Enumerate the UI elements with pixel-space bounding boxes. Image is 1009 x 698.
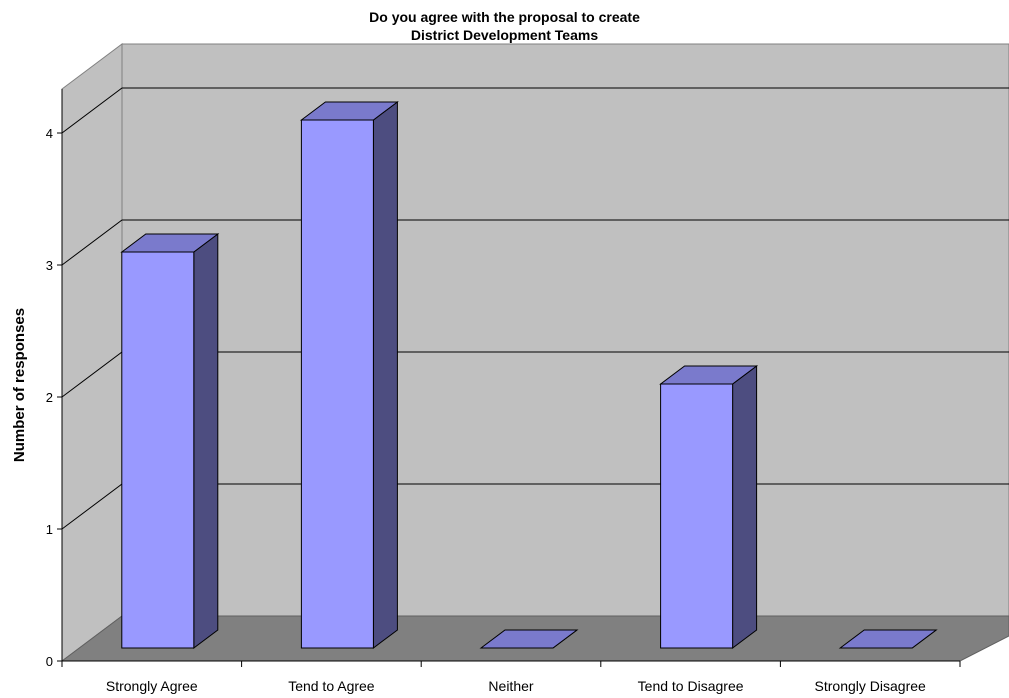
gridline — [61, 219, 1009, 266]
chart-title: Do you agree with the proposal to create… — [0, 8, 1009, 44]
back-wall — [121, 43, 1009, 617]
side-wall — [61, 43, 123, 662]
y-tick-label: 0 — [46, 654, 53, 669]
chart-title-line-2: District Development Teams — [410, 27, 599, 43]
bar-tend-to-agree — [299, 101, 399, 649]
bar-front — [660, 383, 734, 649]
bar-neither — [479, 629, 579, 649]
bar-top — [659, 365, 759, 385]
bar-top — [479, 629, 579, 649]
bar-side — [372, 101, 398, 649]
bar-strongly-agree — [120, 233, 220, 649]
axes: 0 1 2 3 4 Strongly Agree Tend to Agree Neither T… — [46, 89, 961, 694]
gridline — [61, 87, 1009, 134]
x-tick-label: Neither — [488, 678, 533, 694]
bar-top — [120, 233, 220, 253]
x-tick-label: Tend to Disagree — [638, 678, 744, 694]
y-tick-label: 4 — [46, 126, 53, 141]
y-tick-label: 1 — [46, 522, 53, 537]
bars — [120, 101, 938, 649]
y-tick-label: 2 — [46, 390, 53, 405]
bar-front — [300, 119, 374, 649]
x-tick-label: Tend to Agree — [288, 678, 375, 694]
bar-front — [121, 251, 195, 649]
bar-tend-to-disagree — [659, 365, 759, 649]
bar-side — [732, 365, 758, 649]
bar-side — [193, 233, 219, 649]
x-tick-label: Strongly Agree — [106, 678, 198, 694]
y-axis-label: Number of responses — [11, 308, 28, 462]
y-tick-label: 3 — [46, 258, 53, 273]
x-tick-label: Strongly Disagree — [815, 678, 926, 694]
bar-strongly-disagree — [838, 629, 938, 649]
bar-top — [838, 629, 938, 649]
bar-top — [299, 101, 399, 121]
chart-title-line-1: Do you agree with the proposal to create — [369, 9, 640, 25]
